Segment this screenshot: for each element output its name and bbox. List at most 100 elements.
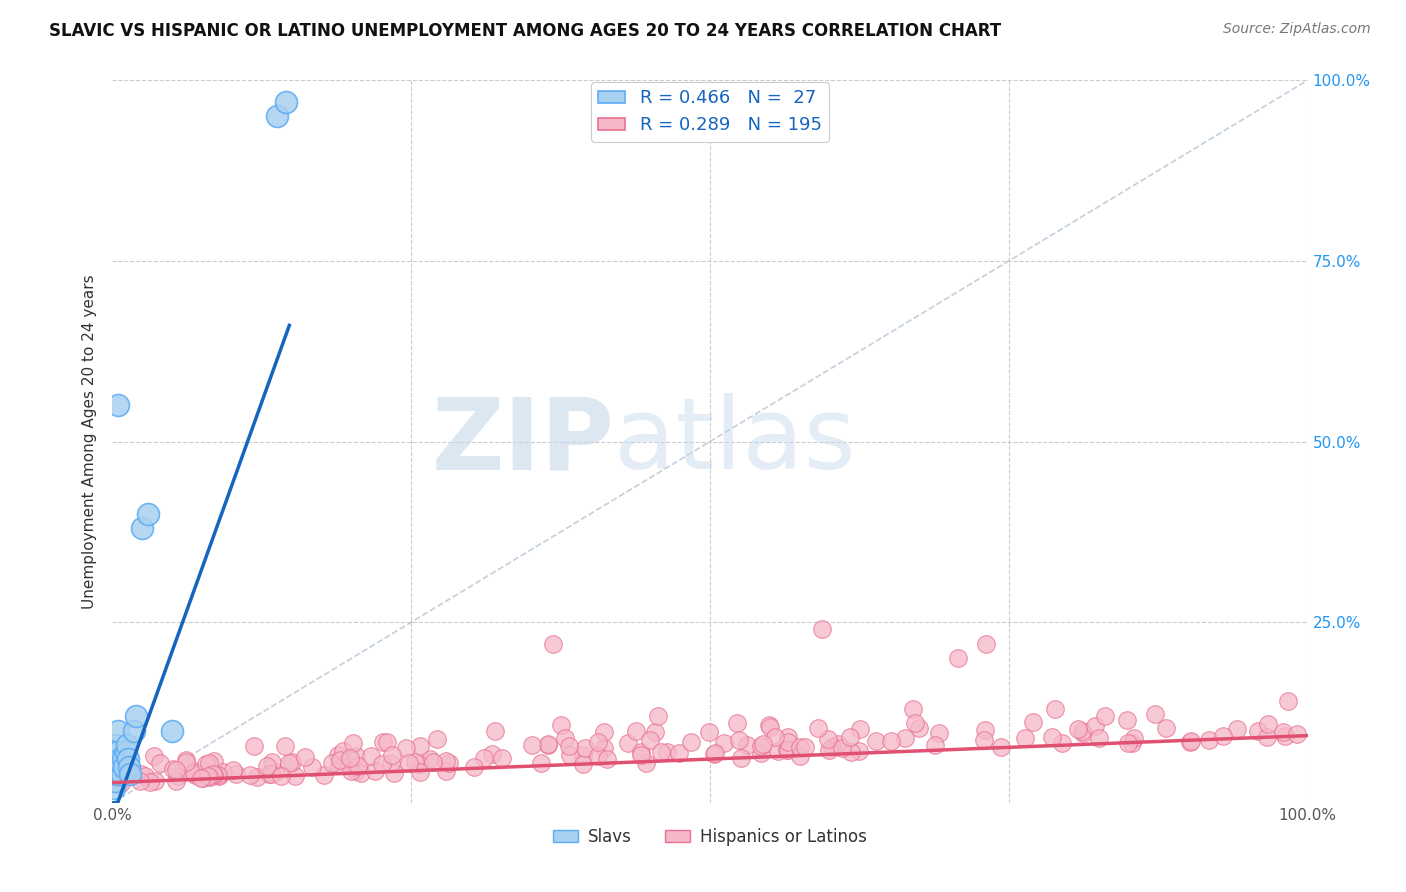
Point <box>1122 731 1144 745</box>
Point <box>112 752 135 766</box>
Point <box>1143 707 1166 722</box>
Point <box>758 718 780 732</box>
Point <box>703 747 725 761</box>
Point <box>974 723 997 737</box>
Point <box>246 770 269 784</box>
Point <box>197 756 219 771</box>
Point <box>571 756 593 771</box>
Point <box>131 521 153 535</box>
Point <box>422 755 444 769</box>
Point <box>270 769 292 783</box>
Point <box>382 766 405 780</box>
Point <box>360 748 382 763</box>
Point <box>827 737 849 751</box>
Point <box>880 734 903 748</box>
Point <box>626 723 648 738</box>
Point <box>1094 709 1116 723</box>
Point <box>636 756 658 770</box>
Point <box>404 755 426 769</box>
Point <box>491 751 513 765</box>
Point <box>593 724 616 739</box>
Point <box>225 767 247 781</box>
Point <box>114 760 135 774</box>
Point <box>194 757 217 772</box>
Point <box>184 768 207 782</box>
Point <box>274 95 297 109</box>
Point <box>839 745 862 759</box>
Point <box>1180 735 1202 749</box>
Point <box>380 747 402 762</box>
Point <box>208 769 231 783</box>
Point <box>115 738 138 752</box>
Point <box>197 769 219 783</box>
Point <box>572 748 595 763</box>
Point <box>332 744 354 758</box>
Point <box>973 732 995 747</box>
Point <box>183 764 205 778</box>
Point <box>257 766 280 780</box>
Point <box>364 764 387 778</box>
Point <box>650 746 672 760</box>
Point <box>1088 731 1111 746</box>
Point <box>776 730 799 744</box>
Point <box>1084 719 1107 733</box>
Point <box>630 745 652 759</box>
Point <box>166 763 188 777</box>
Point <box>586 748 609 763</box>
Point <box>596 752 619 766</box>
Point <box>1014 731 1036 745</box>
Point <box>278 756 301 771</box>
Point <box>1180 734 1202 748</box>
Point <box>176 756 198 770</box>
Point <box>419 752 441 766</box>
Text: SLAVIC VS HISPANIC OR LATINO UNEMPLOYMENT AMONG AGES 20 TO 24 YEARS CORRELATION : SLAVIC VS HISPANIC OR LATINO UNEMPLOYMEN… <box>49 22 1001 40</box>
Point <box>128 773 150 788</box>
Point <box>776 743 799 757</box>
Point <box>110 760 132 774</box>
Point <box>149 756 172 770</box>
Point <box>118 769 141 783</box>
Point <box>593 741 616 756</box>
Point <box>143 774 166 789</box>
Point <box>103 767 125 781</box>
Point <box>339 764 361 779</box>
Y-axis label: Unemployment Among Ages 20 to 24 years: Unemployment Among Ages 20 to 24 years <box>82 274 97 609</box>
Point <box>110 776 132 790</box>
Point <box>264 765 287 780</box>
Point <box>398 756 420 770</box>
Point <box>201 766 224 780</box>
Point <box>122 723 145 738</box>
Point <box>894 731 917 745</box>
Point <box>1256 731 1278 745</box>
Point <box>139 775 162 789</box>
Point <box>1277 693 1299 707</box>
Point <box>474 750 496 764</box>
Point <box>831 741 853 756</box>
Point <box>1247 724 1270 739</box>
Point <box>1226 723 1249 737</box>
Point <box>1040 730 1063 744</box>
Point <box>377 735 399 749</box>
Point <box>849 723 872 737</box>
Point <box>1121 736 1143 750</box>
Point <box>118 760 141 774</box>
Point <box>520 738 543 752</box>
Point <box>202 754 225 768</box>
Point <box>142 748 165 763</box>
Point <box>817 732 839 747</box>
Point <box>301 759 323 773</box>
Point <box>202 768 225 782</box>
Point <box>789 739 811 754</box>
Point <box>266 110 288 124</box>
Point <box>655 745 678 759</box>
Point <box>638 732 661 747</box>
Point <box>125 709 148 723</box>
Point <box>162 723 183 738</box>
Point <box>1212 729 1234 743</box>
Text: ZIP: ZIP <box>432 393 614 490</box>
Point <box>554 731 576 745</box>
Point <box>256 759 278 773</box>
Point <box>749 746 772 760</box>
Point <box>107 398 129 412</box>
Point <box>329 753 352 767</box>
